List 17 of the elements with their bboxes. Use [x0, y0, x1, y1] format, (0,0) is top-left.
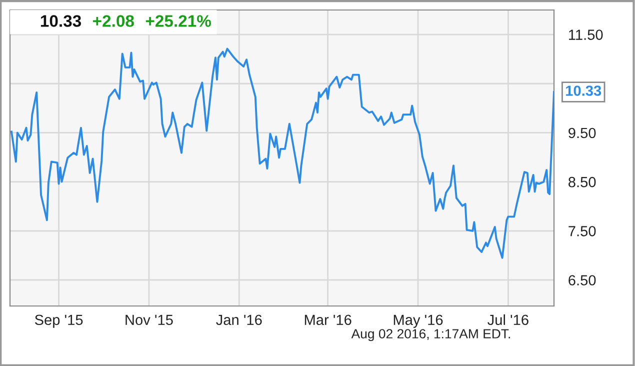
x-tick-label: Jul '16: [488, 314, 528, 326]
annotation: 10.33: [40, 15, 82, 27]
x-tick-label: Sep '15: [34, 314, 83, 328]
annotation: 10.33: [566, 86, 602, 96]
annotation: +2.08: [93, 15, 134, 27]
y-tick-label: 7.50: [568, 226, 596, 236]
y-tick-label: 9.50: [568, 128, 596, 138]
annotation: +25.21%: [146, 15, 211, 27]
text: Aug 02 2016, 1:17AM EDT.: [351, 329, 510, 342]
y-tick-label: 6.50: [568, 275, 596, 286]
y-tick-label: 11.50: [569, 30, 603, 40]
x-tick-label: Nov '15: [126, 314, 173, 326]
y-tick-label: 8.50: [568, 176, 596, 188]
line-series: [10, 48, 554, 259]
x-tick-label: Mar '16: [304, 314, 352, 326]
x-tick-label: May '16: [394, 314, 443, 328]
x-tick-label: Jan '16: [216, 314, 262, 326]
